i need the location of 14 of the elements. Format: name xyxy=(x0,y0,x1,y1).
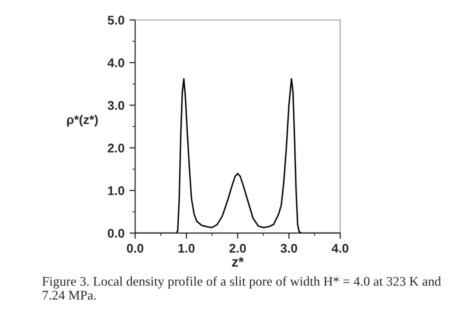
x-axis-title: z* xyxy=(232,257,244,267)
caption: Figure 3. Local density profile of a slit pore of width H* = 4.0 at 323 K and 7.24 MPa. xyxy=(42,276,441,300)
x-tick-label: 2.0 xyxy=(229,244,246,253)
x-tick-label: 3.0 xyxy=(280,244,298,253)
y-tick-label: 0.0 xyxy=(108,228,124,238)
y-tick-label: 5.0 xyxy=(108,16,124,25)
x-tick-label: 0.0 xyxy=(126,244,144,253)
x-tick-label: 1.0 xyxy=(178,244,195,253)
y-tick-label: 3.0 xyxy=(108,101,124,110)
y-tick-label: 4.0 xyxy=(108,58,124,68)
x-tick-label: 4.0 xyxy=(332,244,348,253)
y-tick-label: 1.0 xyxy=(108,186,124,196)
y-axis-title: ρ*(z*) xyxy=(67,114,98,127)
y-tick-label: 2.0 xyxy=(108,144,124,153)
